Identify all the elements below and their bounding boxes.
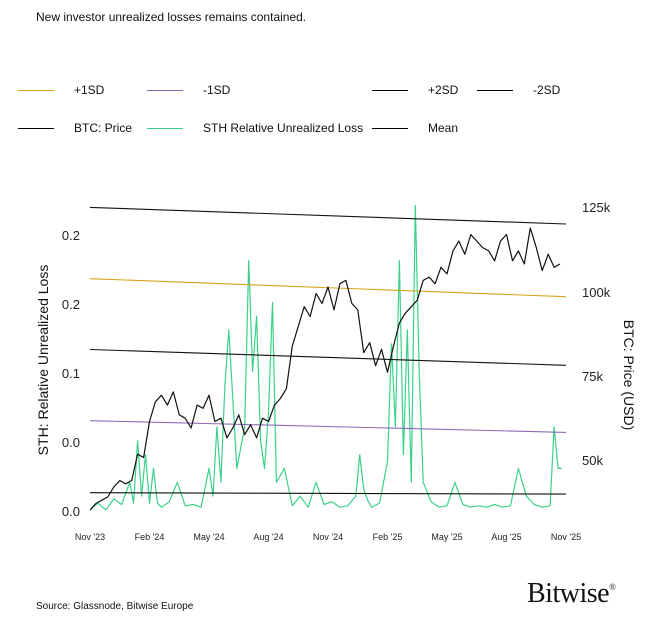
legend-label-plus1sd: +1SD xyxy=(74,83,105,97)
x-tick-label: Nov '25 xyxy=(551,532,581,542)
x-tick-label: May '24 xyxy=(193,532,224,542)
legend-item-sth-loss: STH Relative Unrealized Loss xyxy=(147,120,363,136)
logo-text: Bitwise xyxy=(527,578,610,609)
series-line-sth-relative-unrealized-loss xyxy=(89,204,562,511)
legend-item-mean: Mean xyxy=(372,120,458,136)
series-line-mean xyxy=(89,348,567,366)
legend-swatch-mean xyxy=(372,127,408,129)
legend-label-mean: Mean xyxy=(428,121,459,135)
logo-mark: ® xyxy=(609,582,616,592)
y-right-tick-label: 100k xyxy=(582,285,611,300)
legend-item-plus1sd: +1SD xyxy=(18,82,104,98)
legend-swatch-minus2sd xyxy=(477,89,513,91)
legend-swatch-plus1sd xyxy=(18,89,54,91)
legend-label-minus1sd: -1SD xyxy=(203,83,231,97)
y-axis-left-title: STH: Relative Unrealized Loss xyxy=(35,265,51,456)
legend-swatch-minus1sd xyxy=(147,89,183,91)
x-tick-label: Nov '24 xyxy=(313,532,343,542)
chart-plot: 0.2 0.2 0.1 0.0 0.0 125k 100k 75k 50k Nov '23 Fe… xyxy=(35,200,637,542)
legend: +1SD -1SD +2SD -2SD BTC: Price STH Relat… xyxy=(0,0,671,150)
series-line-plus2sd xyxy=(89,206,567,225)
y-right-tick-label: 50k xyxy=(582,453,603,468)
y-left-tick-label: 0.1 xyxy=(62,366,80,381)
y-left-tick-label: 0.0 xyxy=(62,435,80,450)
x-tick-label: Aug '24 xyxy=(253,532,283,542)
series-line-btc-price xyxy=(89,227,561,511)
source-note: Source: Glassnode, Bitwise Europe xyxy=(36,601,194,612)
y-left-tick-label: 0.2 xyxy=(62,297,80,312)
series-line-minus1sd xyxy=(89,420,567,433)
y-left-tick-label: 0.0 xyxy=(62,504,80,519)
y-left-tick-label: 0.2 xyxy=(62,228,80,243)
legend-label-plus2sd: +2SD xyxy=(428,83,459,97)
series-line-minus2sd xyxy=(89,492,567,495)
y-right-tick-label: 125k xyxy=(582,200,611,215)
x-tick-label: Aug '25 xyxy=(491,532,521,542)
legend-label-btc-price: BTC: Price xyxy=(74,121,133,135)
legend-item-plus2sd: +2SD xyxy=(372,82,458,98)
legend-swatch-plus2sd xyxy=(372,89,408,91)
x-tick-label: Feb '24 xyxy=(135,532,165,542)
y-axis-right-title: BTC: Price (USD) xyxy=(621,320,637,430)
x-tick-label: Nov '23 xyxy=(75,532,105,542)
x-tick-label: Feb '25 xyxy=(373,532,403,542)
legend-swatch-btc-price xyxy=(18,127,54,129)
legend-item-minus2sd: -2SD xyxy=(477,82,560,98)
bitwise-logo: Bitwise® xyxy=(527,578,616,610)
legend-label-minus2sd: -2SD xyxy=(533,83,561,97)
chart-subtitle: New investor unrealized losses remains c… xyxy=(36,10,307,24)
x-tick-label: May '25 xyxy=(431,532,462,542)
y-right-tick-label: 75k xyxy=(582,369,603,384)
legend-label-sth-loss: STH Relative Unrealized Loss xyxy=(203,121,364,135)
legend-swatch-sth-loss xyxy=(147,127,183,129)
legend-item-btc-price: BTC: Price xyxy=(18,120,132,136)
legend-item-minus1sd: -1SD xyxy=(147,82,230,98)
